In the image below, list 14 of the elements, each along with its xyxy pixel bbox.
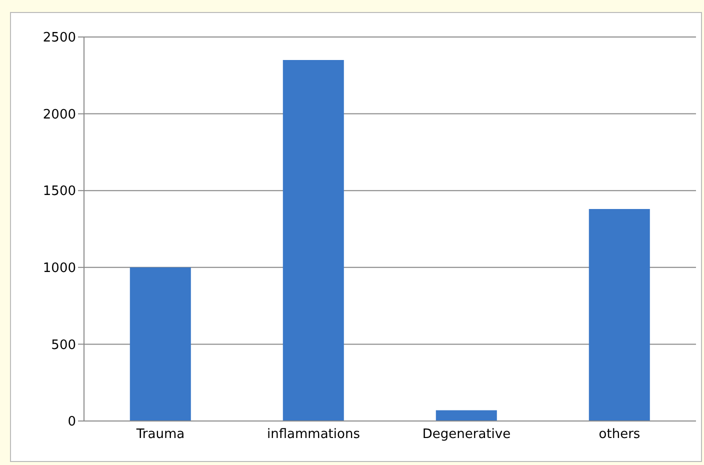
y-tick-label: 1500 — [42, 184, 76, 200]
y-tick-label: 2000 — [42, 107, 76, 122]
y-tick-label: 500 — [51, 338, 76, 353]
bar — [436, 410, 497, 421]
y-tick-label: 2500 — [42, 30, 76, 46]
bar — [130, 267, 191, 421]
x-tick-label: Trauma — [135, 427, 185, 442]
x-tick-label: Degenerative — [422, 427, 511, 442]
bar — [588, 209, 650, 421]
y-tick-label: 0 — [68, 414, 76, 430]
x-tick-label: inflammations — [267, 427, 360, 442]
x-tick-label: others — [598, 427, 640, 442]
y-tick-label: 1000 — [42, 261, 76, 276]
bar — [282, 60, 344, 421]
